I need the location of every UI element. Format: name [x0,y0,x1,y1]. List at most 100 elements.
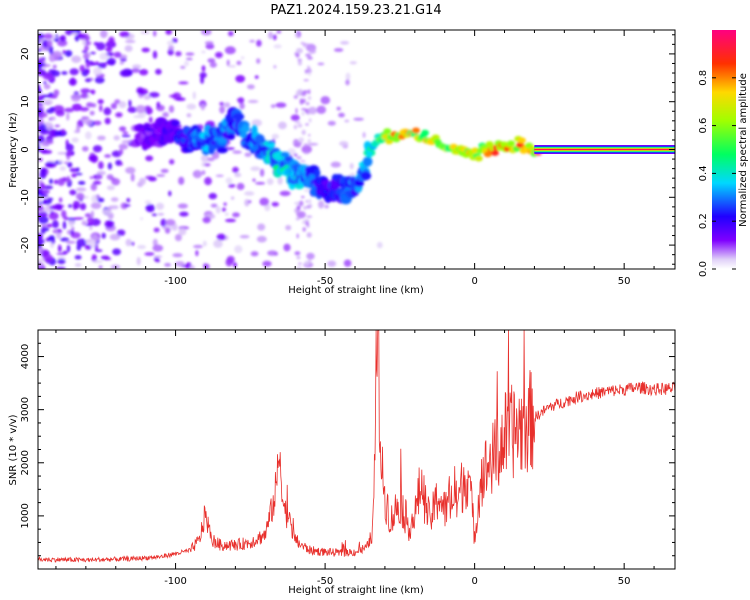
noise-blob [318,200,325,209]
noise-blob [48,212,59,220]
noise-blob [259,168,265,177]
x-tick-label: -50 [317,276,333,287]
noise-blob [62,250,68,255]
noise-blob [58,244,62,253]
snr-x-axis: -100 -50 0 50 [55,330,655,587]
noise-blob [82,50,88,54]
noise-blob [157,213,165,216]
noise-blob [213,239,223,248]
noise-blob [79,203,87,211]
noise-blob [106,57,116,66]
y-tick-label: 3000 [20,397,31,422]
noise-blob [305,102,310,106]
noise-blob [193,244,203,249]
noise-blob [298,137,305,143]
noise-blob [113,51,122,58]
noise-blob [39,182,45,189]
snr-x-label: Height of straight line (km) [288,585,424,596]
ridge-blob [240,126,251,133]
noise-blob [239,235,250,239]
noise-blob [99,104,103,112]
noise-blob [43,33,53,40]
ridge-blob [421,129,429,136]
noise-blob [116,229,126,236]
noise-blob [316,105,327,115]
noise-blob [262,260,272,267]
noise-blob [38,69,47,76]
noise-blob [169,159,175,165]
noise-blob [97,62,107,69]
noise-blob [98,265,103,269]
x-tick-label: -100 [164,576,187,587]
noise-blob [204,163,211,167]
noise-blob [126,198,131,203]
noise-blob [38,257,45,262]
spectrogram-x-axis: -100 -50 0 50 [55,30,655,287]
noise-blob [141,47,150,53]
noise-blob [185,57,193,61]
noise-blob [228,183,236,188]
noise-blob [62,221,67,230]
noise-blob [237,97,245,104]
noise-blob [73,217,84,220]
noise-blob [70,232,81,239]
ridge-blob [314,169,321,178]
x-tick-label: -50 [317,576,333,587]
noise-blob [119,31,130,38]
snr-background [38,330,675,569]
noise-blob [215,51,223,59]
noise-blob [308,89,311,95]
noise-blob [85,131,92,140]
noise-blob [135,105,146,114]
noise-blob [74,263,82,267]
noise-blob [303,143,308,147]
noise-blob [275,102,287,108]
ridge-blob [485,141,494,148]
noise-blob [302,206,308,210]
noise-blob [106,221,112,227]
noise-blob [38,157,43,162]
noise-blob [296,255,301,260]
noise-blob [124,39,136,44]
noise-blob [62,50,66,55]
noise-blob [200,103,205,111]
noise-blob [136,257,141,266]
noise-blob [131,68,140,73]
noise-blob [55,266,66,269]
noise-blob [148,92,160,98]
noise-blob [296,205,301,211]
noise-blob [189,265,195,269]
noise-blob [125,167,136,174]
snr-content [38,330,675,563]
noise-blob [201,50,206,54]
noise-blob [114,99,121,105]
noise-blob [295,107,298,114]
noise-blob [49,205,60,210]
noise-blob [94,249,103,253]
noise-blob [89,176,94,179]
ridge-blob [284,156,293,163]
noise-blob [93,41,99,46]
noise-blob [39,170,47,179]
noise-blob [100,255,110,260]
ridge-blob [507,140,516,147]
noise-blob [254,75,259,79]
noise-blob [152,238,158,247]
noise-blob [98,161,104,170]
noise-blob [41,226,46,230]
noise-blob [110,197,119,202]
noise-blob [225,258,233,267]
colorbar-tick-label: 0.0 [698,261,709,277]
noise-blob [301,129,306,135]
noise-blob [59,35,66,42]
noise-blob [236,182,245,191]
noise-blob [57,152,67,155]
noise-blob [233,262,237,268]
noise-blob [155,259,160,263]
noise-blob [324,204,329,209]
noise-blob [57,39,68,47]
noise-blob [67,150,71,157]
noise-blob [90,89,96,95]
noise-blob [87,217,95,225]
noise-blob [65,143,74,152]
